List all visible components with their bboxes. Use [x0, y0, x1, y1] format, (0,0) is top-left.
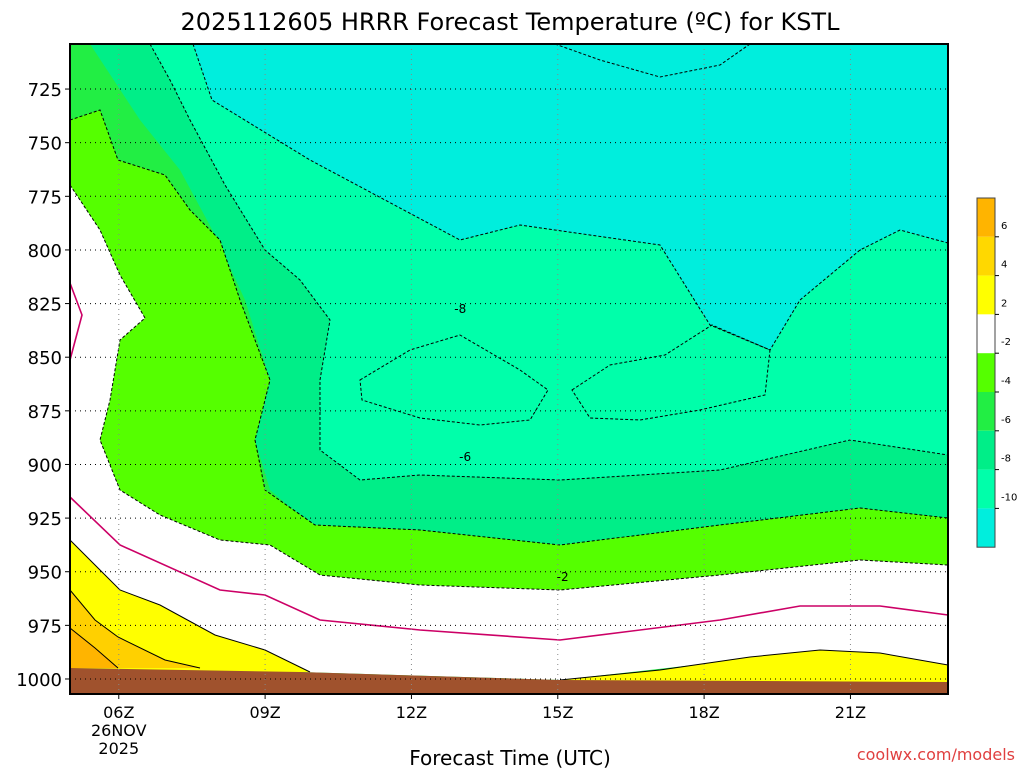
temperature-contours	[69, 43, 949, 694]
x-tick-label: 15Z	[542, 703, 573, 722]
y-tick-label: 975	[28, 616, 62, 637]
fill-zero-to-minus2	[70, 185, 948, 680]
x-tick-sublabel: 26NOV	[91, 721, 147, 740]
legend-swatch	[977, 275, 995, 315]
y-tick-label: 750	[28, 134, 62, 155]
legend-label: -4	[1001, 376, 1011, 387]
legend-border	[976, 197, 996, 548]
y-tick-label: 950	[28, 563, 62, 584]
plot-frame	[69, 43, 949, 695]
temperature-fills	[70, 43, 948, 694]
legend-label: 4	[1001, 260, 1007, 271]
contour-minus8	[192, 43, 949, 351]
x-tick-sublabel: 2025	[98, 739, 139, 758]
x-axis-label: Forecast Time (UTC)	[409, 746, 611, 768]
watermark[interactable]: coolwx.com/models	[857, 745, 1015, 764]
fill-warm-core	[70, 590, 200, 668]
legend-label: -10	[1001, 492, 1017, 503]
y-tick-label: 825	[28, 295, 62, 316]
freezing-line-lower	[69, 496, 949, 641]
y-tick-label: 725	[28, 80, 62, 101]
y-tick-label: 1000	[16, 670, 62, 691]
ground-layer	[70, 668, 948, 694]
cold-pocket-left	[359, 334, 549, 426]
legend-swatch	[977, 236, 995, 276]
chart-title: 2025112605 HRRR Forecast Temperature (ºC…	[181, 8, 841, 36]
legend-swatch	[977, 469, 995, 509]
fill-minus2-to-minus4	[70, 110, 948, 590]
legend-swatch	[977, 314, 995, 354]
contour-plus6	[69, 627, 119, 669]
contour-plus2-right	[559, 649, 949, 681]
legend-label: 2	[1001, 298, 1007, 309]
legend-swatch	[977, 392, 995, 431]
x-tick-label: 12Z	[396, 703, 427, 722]
contour-label: -6	[459, 450, 471, 464]
grid	[70, 44, 948, 694]
contour-label: -2	[557, 570, 569, 584]
legend-label: -6	[1001, 415, 1011, 426]
x-tick-label: 09Z	[249, 703, 280, 722]
y-tick-label: 875	[28, 402, 62, 423]
legend-swatch	[977, 508, 995, 548]
x-tick-label: 18Z	[688, 703, 719, 722]
x-tick-label: 06Z	[103, 703, 134, 722]
contour-label: -8	[454, 302, 466, 316]
legend-swatch	[977, 198, 995, 237]
cold-pocket-right	[571, 324, 771, 421]
axes: 725 750 775 800 825 850 875 900 925 950 975 1000 06Z…	[16, 43, 949, 758]
contour-plus4	[69, 589, 201, 669]
legend-swatch	[977, 353, 995, 392]
y-tick-label: 900	[28, 455, 62, 476]
legend-label: -2	[1001, 337, 1011, 348]
y-tick-label: 775	[28, 187, 62, 208]
legend-label: 6	[1001, 221, 1007, 232]
legend-swatch	[977, 430, 995, 470]
legend-label: -8	[1001, 454, 1011, 465]
x-tick-label: 21Z	[835, 703, 866, 722]
contour-minus6	[149, 43, 949, 481]
y-tick-label: 800	[28, 241, 62, 262]
contour-labels: -8 -6 -2	[454, 302, 569, 584]
y-tick-label: 925	[28, 509, 62, 530]
y-tick-label: 850	[28, 348, 62, 369]
legend-colorbar: 6 4 2 -2 -4 -6 -8 -10	[976, 197, 1017, 548]
contour-minus2	[69, 184, 949, 591]
freezing-line-upper	[69, 282, 83, 361]
